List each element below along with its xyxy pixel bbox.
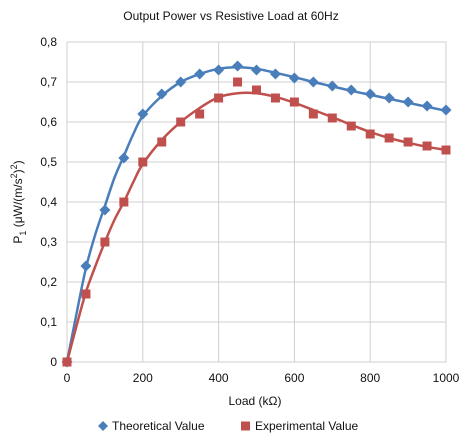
y-axis-label-sup: 2 xyxy=(9,173,19,178)
y-tick-label: 0,1 xyxy=(40,315,57,329)
data-point-theoretical-value xyxy=(326,80,338,92)
data-point-theoretical-value xyxy=(288,72,300,84)
y-tick-label: 0,8 xyxy=(40,35,57,49)
data-point-experimental-value xyxy=(214,93,224,103)
series-line-theoretical-value xyxy=(65,65,447,363)
data-point-experimental-value xyxy=(422,141,432,151)
data-point-experimental-value xyxy=(157,137,167,147)
data-point-theoretical-value xyxy=(137,108,149,120)
data-point-theoretical-value xyxy=(99,204,111,216)
legend-label-experimental: Experimental Value xyxy=(255,419,358,433)
data-point-experimental-value xyxy=(62,357,72,367)
y-tick-label: 0,5 xyxy=(40,155,57,169)
data-point-experimental-value xyxy=(308,109,318,119)
x-axis-label: Load (kΩ) xyxy=(229,394,282,408)
data-point-experimental-value xyxy=(176,117,186,127)
y-axis-label-main: P xyxy=(11,236,25,244)
data-point-theoretical-value xyxy=(251,64,262,76)
data-point-theoretical-value xyxy=(232,60,244,72)
y-axis-label-rest2: ) xyxy=(11,169,25,173)
data-point-experimental-value xyxy=(346,121,356,131)
plot-border xyxy=(66,41,447,363)
y-tick-label: 0,4 xyxy=(40,195,57,209)
data-point-theoretical-value xyxy=(175,76,187,88)
data-point-experimental-value xyxy=(270,93,280,103)
data-point-experimental-value xyxy=(233,77,243,87)
data-point-theoretical-value xyxy=(383,92,395,104)
data-point-experimental-value xyxy=(195,109,205,119)
marker-layer xyxy=(61,60,452,368)
x-tick-label: 600 xyxy=(284,371,304,385)
data-point-experimental-value xyxy=(327,113,337,123)
y-axis-label: P1 (μW/(m/s2)2) xyxy=(9,160,28,243)
x-tick-label: 800 xyxy=(360,371,380,385)
x-tick-label: 200 xyxy=(133,371,153,385)
data-point-experimental-value xyxy=(441,145,451,155)
y-axis-label-sub: 1 xyxy=(18,231,28,236)
data-point-experimental-value xyxy=(252,85,261,95)
y-tick-label: 0,7 xyxy=(40,75,57,89)
data-point-theoretical-value xyxy=(213,64,225,76)
data-point-theoretical-value xyxy=(194,68,206,80)
legend-item-theoretical: Theoretical Value xyxy=(98,419,205,433)
legend-label-theoretical: Theoretical Value xyxy=(112,419,205,433)
legend-item-experimental: Experimental Value xyxy=(241,419,358,433)
x-tick-label: 1000 xyxy=(433,371,460,385)
chart-title: Output Power vs Resistive Load at 60Hz xyxy=(123,9,338,23)
data-point-experimental-value xyxy=(403,137,413,147)
data-point-theoretical-value xyxy=(345,84,357,96)
legend-marker-experimental-square xyxy=(241,421,250,431)
data-point-theoretical-value xyxy=(156,88,168,100)
tick-layer: 0 0,1 0,2 0,3 0,4 0,5 0,6 0,7 0,8 0 200 400 600 800 10… xyxy=(40,35,459,385)
data-point-experimental-value xyxy=(289,97,299,107)
data-point-theoretical-value xyxy=(440,104,452,116)
data-point-experimental-value xyxy=(365,129,375,139)
y-tick-label: 0,3 xyxy=(40,235,57,249)
data-point-theoretical-value xyxy=(421,100,433,112)
data-point-experimental-value xyxy=(119,197,129,207)
data-point-theoretical-value xyxy=(402,96,414,108)
x-tick-label: 0 xyxy=(64,371,71,385)
data-point-experimental-value xyxy=(384,133,394,143)
legend: Theoretical Value Experimental Value xyxy=(98,419,358,433)
curve-layer xyxy=(65,65,447,363)
data-point-theoretical-value xyxy=(269,68,281,80)
data-point-theoretical-value xyxy=(80,260,92,272)
y-axis-label-sup2: 2 xyxy=(9,164,19,169)
y-tick-label: 0,6 xyxy=(40,115,57,129)
data-point-experimental-value xyxy=(100,237,110,247)
data-point-theoretical-value xyxy=(118,152,130,164)
legend-marker-theoretical-diamond xyxy=(98,421,108,431)
data-point-experimental-value xyxy=(81,289,91,299)
data-point-experimental-value xyxy=(138,157,148,167)
data-point-theoretical-value xyxy=(307,76,319,88)
x-tick-label: 400 xyxy=(209,371,229,385)
data-point-theoretical-value xyxy=(364,88,376,100)
y-tick-label: 0,2 xyxy=(40,275,57,289)
y-axis-label-rest1: (μW/(m/s xyxy=(11,178,25,230)
y-tick-label: 0 xyxy=(50,355,57,369)
y-axis-label-rest3: ) xyxy=(11,160,25,164)
